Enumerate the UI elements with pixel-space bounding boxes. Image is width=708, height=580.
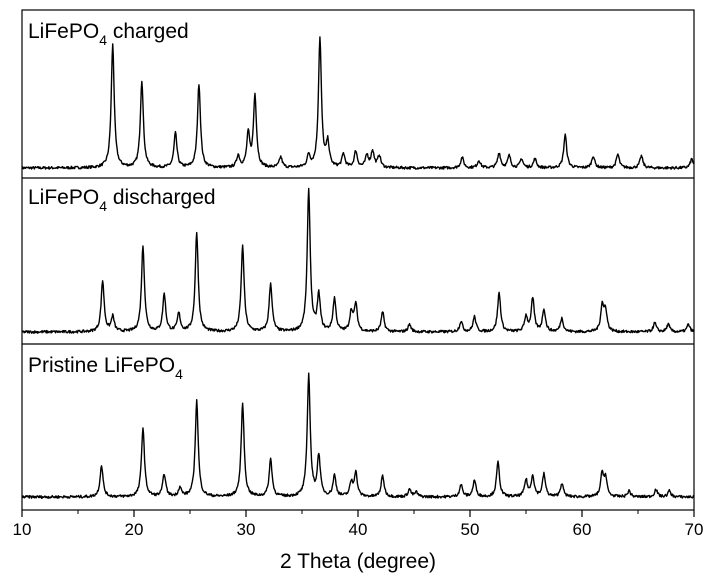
x-tick-label-10: 10 <box>13 520 32 539</box>
x-tick-label-30: 30 <box>237 520 256 539</box>
x-tick-label-20: 20 <box>125 520 144 539</box>
x-axis: 10 20 30 40 50 60 70 <box>13 510 704 539</box>
x-tick-label-40: 40 <box>349 520 368 539</box>
plot-frame <box>21 9 695 511</box>
x-tick-label-70: 70 <box>685 520 704 539</box>
trace-discharged <box>21 187 695 334</box>
panel-label-charged: LiFePO4 charged <box>28 20 189 48</box>
trace-charged <box>21 36 695 170</box>
panel-label-pristine: Pristine LiFePO4 <box>28 354 183 382</box>
pattern-traces <box>21 36 695 499</box>
x-axis-title: 2 Theta (degree) <box>280 550 436 573</box>
x-tick-label-60: 60 <box>573 520 592 539</box>
trace-pristine <box>21 372 695 499</box>
x-tick-label-50: 50 <box>461 520 480 539</box>
panel-label-discharged: LiFePO4 discharged <box>28 186 216 214</box>
